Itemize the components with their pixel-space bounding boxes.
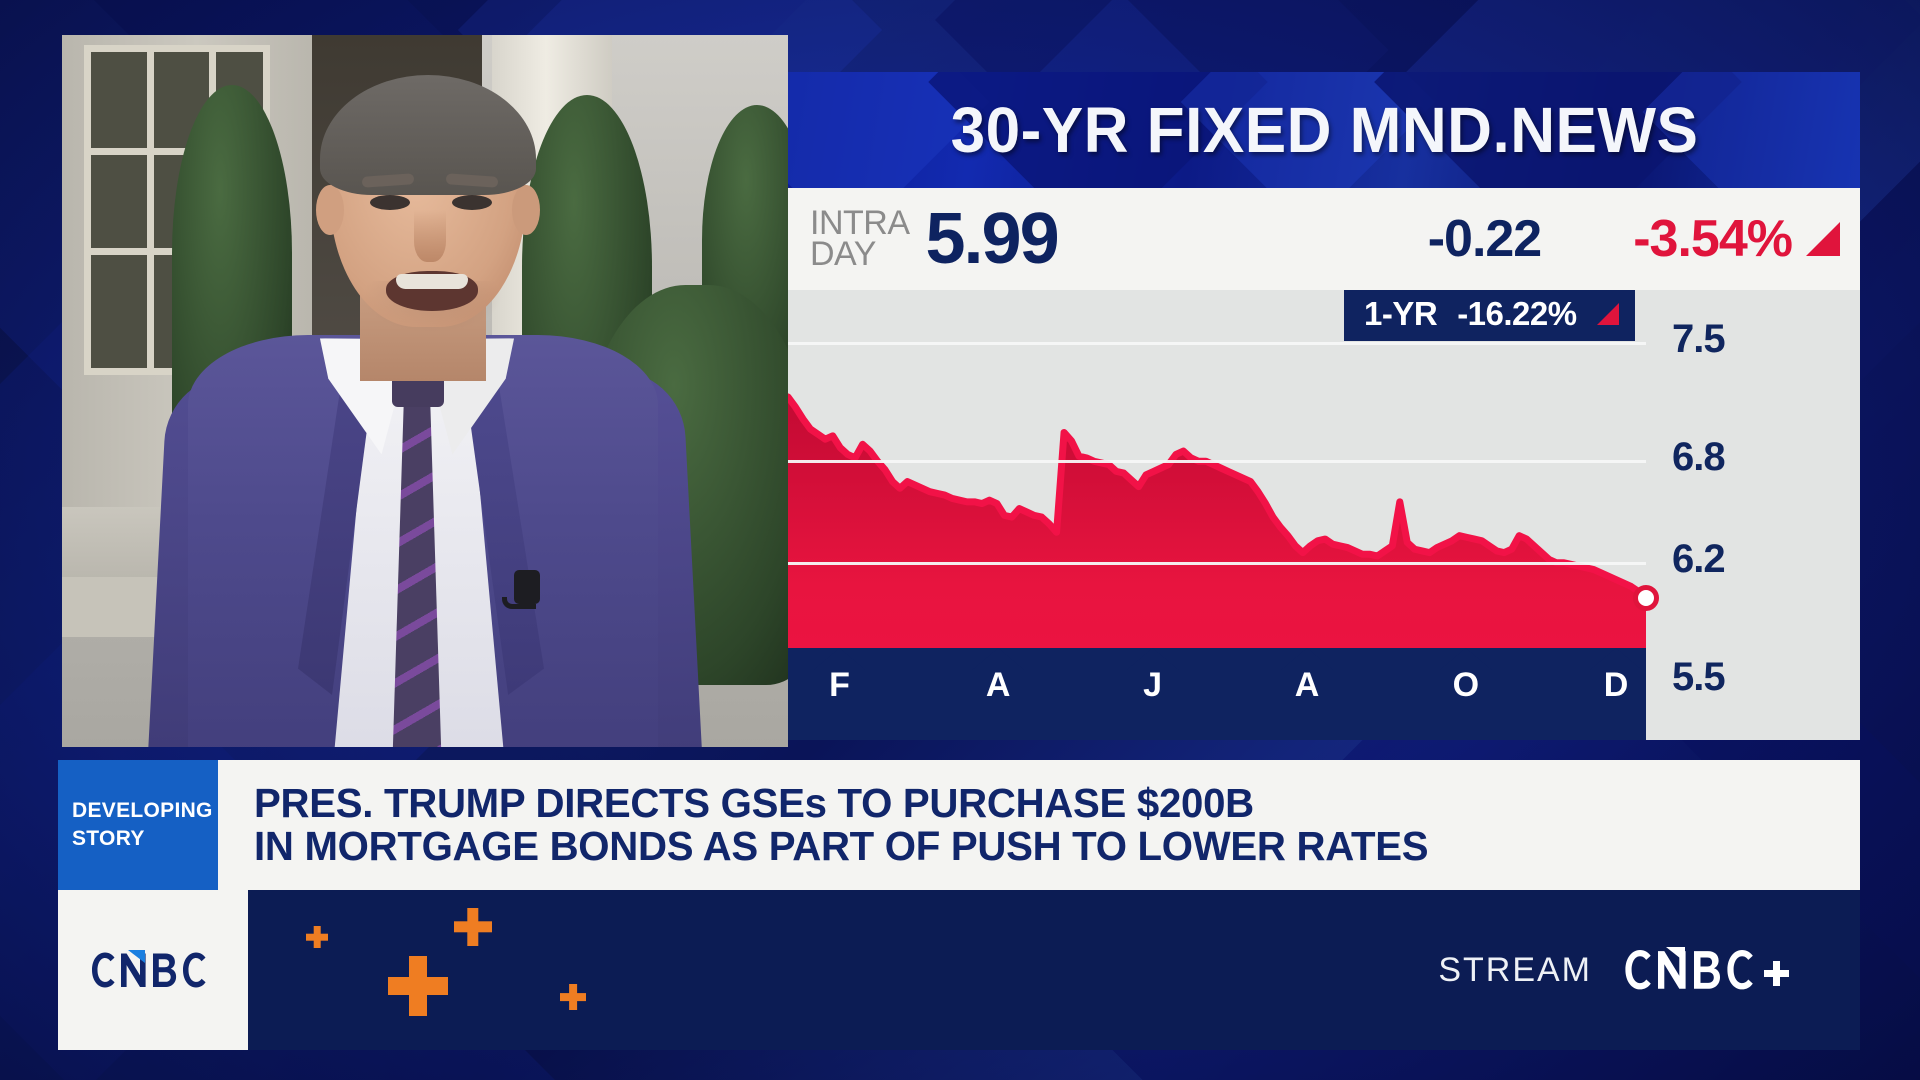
chart-x-axis [788,648,1646,740]
quote-percent-change-group: -3.54% [1633,209,1840,269]
x-axis-notches [788,648,1646,740]
plus-icon [388,956,448,1016]
chart-y-labels: 7.5 6.8 6.2 5.5 [1646,290,1860,740]
reporter-teeth [396,274,468,289]
x-axis-label: F [829,666,850,704]
lapel-mic-cable [502,597,536,609]
live-video-feed [62,35,788,747]
headline-line-2: IN MORTGAGE BONDS AS PART OF PUSH TO LOW… [254,823,1429,869]
reporter-ear-left [316,185,344,235]
quote-percent-change: -3.54% [1633,210,1793,268]
reporter-eye-left [370,195,410,210]
down-triangle-icon [1806,222,1840,256]
quote-header: 30-YR FIXED MND.NEWS [788,72,1860,188]
gridline [788,341,1646,345]
one-year-badge: 1-YR -16.22% [1344,290,1635,341]
developing-line-1: DEVELOPING [72,798,213,822]
quote-row: INTRA DAY 5.99 -0.22 -3.54% [788,188,1860,290]
headline-text: PRES. TRUMP DIRECTS GSEs TO PURCHASE $20… [218,760,1860,890]
developing-story-badge: DEVELOPING STORY [58,760,218,890]
cnbc-plus-logo [1616,943,1806,997]
x-axis-label: D [1603,666,1629,704]
chart-endpoint-marker [1633,585,1659,612]
x-axis-label: A [985,666,1011,704]
quote-period-line1: INTRA [810,203,910,242]
one-year-label: 1-YR [1364,295,1438,332]
bottom-bar: STREAM [58,890,1860,1050]
stream-promo[interactable]: STREAM [1438,943,1806,997]
down-triangle-icon [1596,303,1619,325]
quote-period-line2: DAY [810,235,876,273]
lower-third-ticker: DEVELOPING STORY PRES. TRUMP DIRECTS GSE… [58,760,1860,890]
y-axis-label: 5.5 [1672,655,1726,700]
bottom-bar-fill: STREAM [248,890,1860,1050]
y-axis-label: 6.8 [1672,435,1726,480]
developing-line-2: STORY [72,827,145,850]
quote-period-label: INTRA DAY [810,203,910,273]
stream-label: STREAM [1438,950,1592,989]
plus-icon [560,984,586,1010]
y-axis-label: 6.2 [1672,536,1726,581]
rate-chart: 1-YR -16.22% [788,290,1860,740]
y-axis-label: 7.5 [1672,316,1726,361]
cnbc-logo-icon [92,950,206,988]
x-axis-label: A [1294,666,1320,704]
headline-line-1: PRES. TRUMP DIRECTS GSEs TO PURCHASE $20… [254,779,1254,826]
x-axis-label: O [1452,666,1480,704]
plus-icon [454,908,492,946]
quote-net-change: -0.22 [1427,210,1543,268]
gridline [788,561,1646,565]
quote-title: 30-YR FIXED MND.NEWS [950,94,1698,166]
x-axis-label: J [1143,666,1163,704]
one-year-change: -16.22% [1457,295,1577,332]
lapel-mic-icon [514,570,540,604]
cnbc-plus-logo-icon [1625,947,1789,990]
quote-last-price: 5.99 [925,199,1060,279]
gridline [788,460,1646,464]
plus-icon [306,926,328,948]
reporter-eye-right [452,195,492,210]
cnbc-logo-box [58,890,248,1050]
reporter-ear-right [512,185,540,235]
reporter-nose [414,210,446,262]
